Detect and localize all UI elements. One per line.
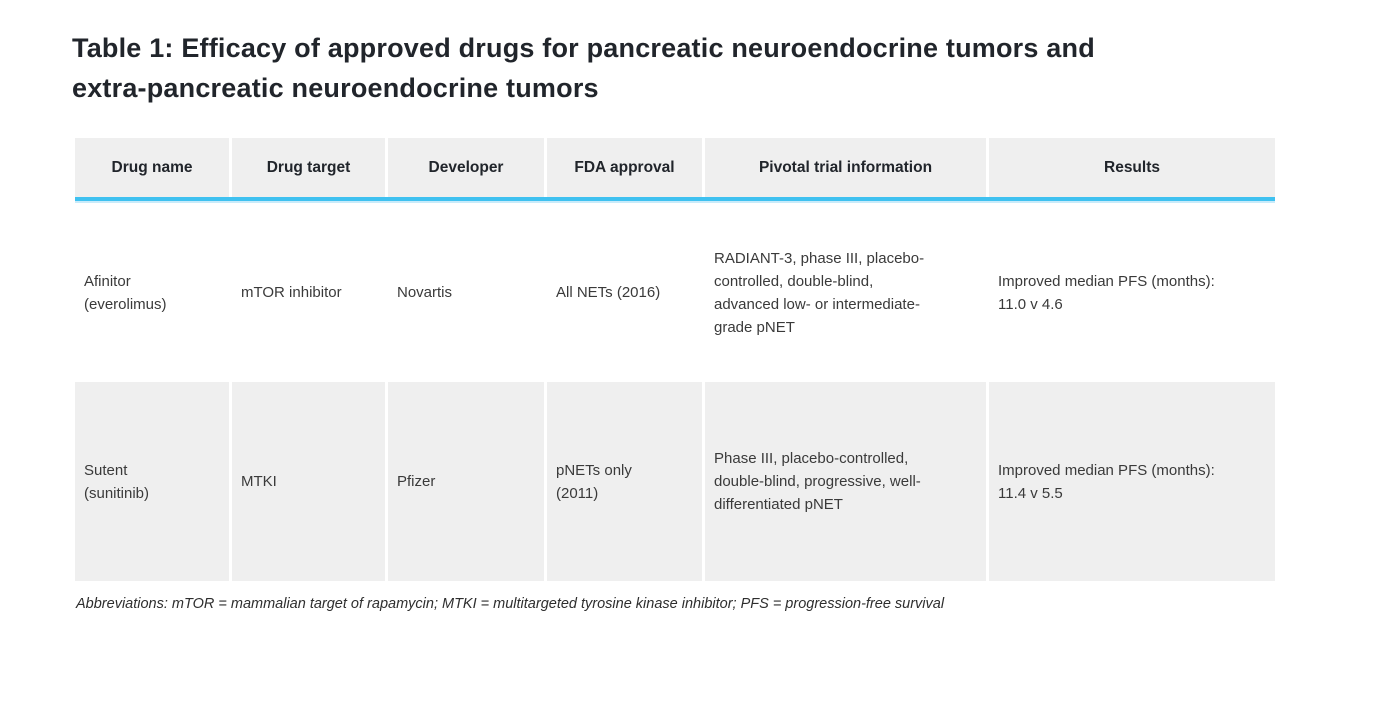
cell-fda-approval: pNETs only (2011) xyxy=(547,382,705,581)
column-header-results: Results xyxy=(989,138,1275,197)
cell-pivotal-trial-information: RADIANT-3, phase III, placebo- controlle… xyxy=(705,203,989,382)
cell-developer: Novartis xyxy=(388,203,547,382)
table-row: Afinitor (everolimus) mTOR inhibitor Nov… xyxy=(75,203,1275,382)
table-header-row: Drug name Drug target Developer FDA appr… xyxy=(75,138,1275,197)
cell-fda-approval: All NETs (2016) xyxy=(547,203,705,382)
cell-results: Improved median PFS (months): 11.4 v 5.5 xyxy=(989,382,1275,581)
cell-results: Improved median PFS (months): 11.0 v 4.6 xyxy=(989,203,1275,382)
cell-drug-name: Sutent (sunitinib) xyxy=(75,382,232,581)
table-row: Sutent (sunitinib) MTKI Pfizer pNETs onl… xyxy=(75,382,1275,581)
cell-drug-name: Afinitor (everolimus) xyxy=(75,203,232,382)
cell-pivotal-trial-information: Phase III, placebo-controlled, double-bl… xyxy=(705,382,989,581)
cell-drug-target: mTOR inhibitor xyxy=(232,203,388,382)
cell-drug-target: MTKI xyxy=(232,382,388,581)
page-title: Table 1: Efficacy of approved drugs for … xyxy=(72,33,1095,103)
abbreviations-footnote: Abbreviations: mTOR = mammalian target o… xyxy=(76,596,945,612)
cell-developer: Pfizer xyxy=(388,382,547,581)
column-header-developer: Developer xyxy=(388,138,547,197)
column-header-drug-name: Drug name xyxy=(75,138,232,197)
column-header-fda-approval: FDA approval xyxy=(547,138,705,197)
column-header-drug-target: Drug target xyxy=(232,138,388,197)
column-header-pivotal-trial-information: Pivotal trial information xyxy=(705,138,989,197)
efficacy-table: Drug name Drug target Developer FDA appr… xyxy=(75,138,1275,581)
header-accent-divider xyxy=(75,197,1275,203)
